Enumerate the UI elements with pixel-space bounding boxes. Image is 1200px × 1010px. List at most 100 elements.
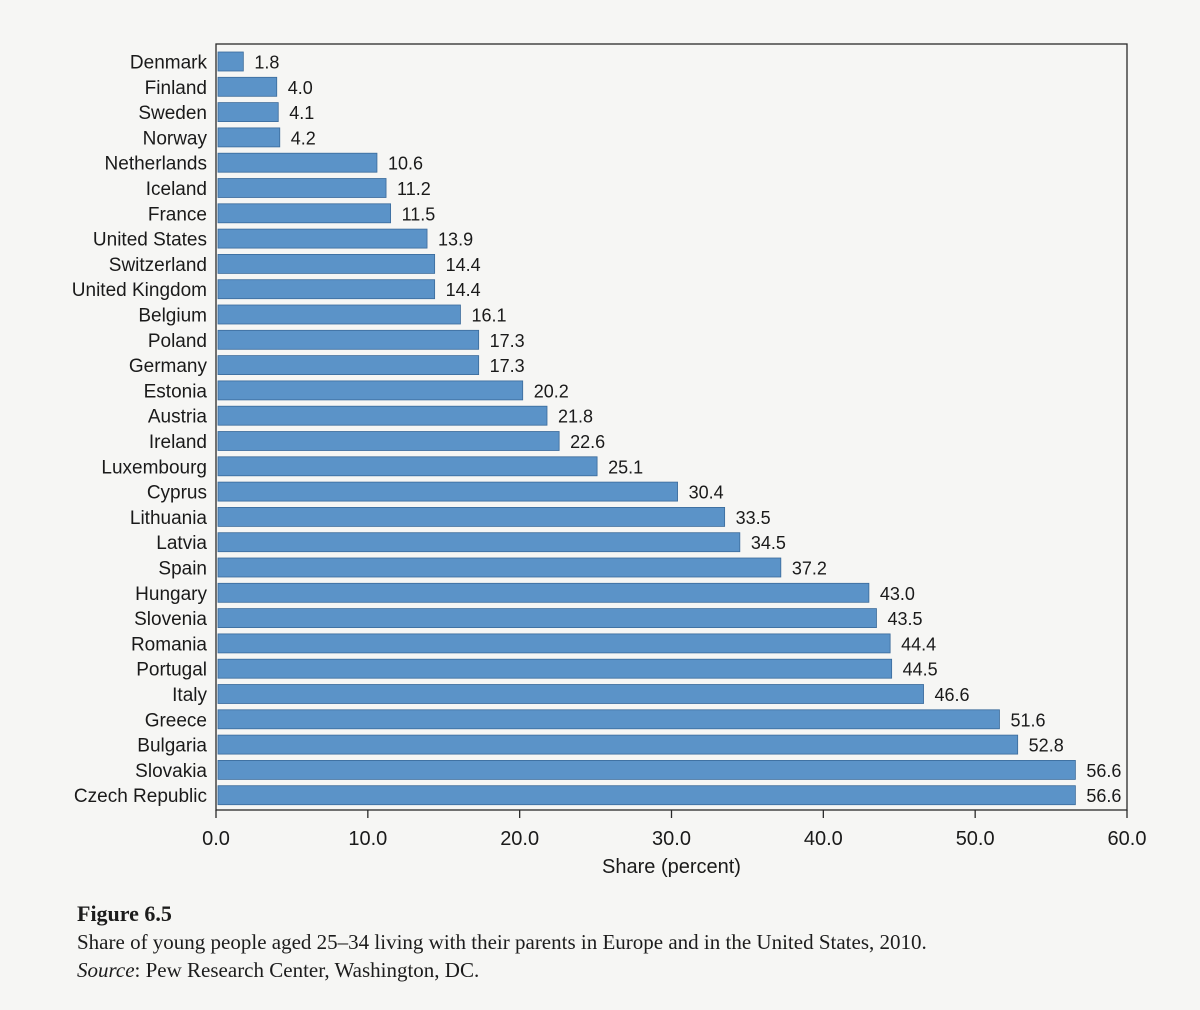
bar-value-label: 13.9: [438, 230, 473, 250]
bar-value-label: 17.3: [490, 331, 525, 351]
figure-source: Source: Pew Research Center, Washington,…: [77, 956, 1177, 984]
category-label: Bulgaria: [137, 736, 207, 757]
bar-value-label: 16.1: [471, 306, 506, 326]
bar-value-label: 11.2: [397, 179, 431, 199]
x-tick-label: 50.0: [956, 828, 995, 850]
x-axis-title: Share (percent): [602, 856, 741, 878]
bar-value-label: 56.6: [1086, 761, 1121, 781]
x-tick-label: 20.0: [500, 828, 539, 850]
bar: [217, 279, 436, 300]
bar: [217, 658, 893, 679]
category-label: Luxembourg: [101, 457, 207, 478]
bar-value-label: 30.4: [689, 483, 724, 503]
x-tick-label: 10.0: [348, 828, 387, 850]
bar: [217, 51, 244, 72]
source-text: : Pew Research Center, Washington, DC.: [134, 958, 480, 982]
bar: [217, 102, 279, 122]
bar-value-label: 22.6: [570, 432, 605, 452]
figure-description: Share of young people aged 25–34 living …: [77, 930, 927, 954]
category-label: Denmark: [130, 53, 208, 74]
category-label: Belgium: [138, 306, 207, 327]
bar-value-label: 10.6: [388, 154, 423, 174]
bar: [217, 304, 461, 325]
category-label: Estonia: [144, 381, 208, 402]
x-tick-label: 40.0: [804, 828, 843, 850]
bar: [217, 152, 378, 173]
bar-value-label: 14.4: [446, 255, 481, 275]
category-label: United States: [93, 230, 207, 251]
category-label: Switzerland: [109, 255, 207, 276]
category-labels-layer: Denmark Finland Sweden Norway Netherlands Ice…: [72, 53, 208, 808]
bar-value-label: 33.5: [736, 508, 771, 528]
category-label: Sweden: [138, 103, 207, 124]
bar-value-label: 4.0: [288, 78, 313, 98]
category-label: Germany: [129, 356, 208, 377]
category-label: Cyprus: [147, 483, 207, 504]
category-label: Hungary: [135, 584, 207, 605]
bar: [217, 431, 560, 451]
category-label: Norway: [143, 128, 208, 149]
x-tick-label: 30.0: [652, 828, 691, 850]
category-label: Spain: [158, 559, 207, 580]
category-label: France: [148, 204, 207, 225]
bar: [217, 785, 1076, 806]
category-label: Finland: [145, 78, 207, 99]
x-tick-label: 0.0: [202, 828, 230, 850]
category-label: Italy: [172, 685, 207, 706]
bar: [217, 506, 726, 527]
category-label: Czech Republic: [74, 786, 207, 807]
bar: [217, 355, 480, 376]
bar-value-label: 4.2: [291, 128, 316, 148]
bar: [217, 734, 1019, 755]
bar: [217, 405, 548, 426]
bar: [217, 228, 428, 249]
category-label: Iceland: [146, 179, 207, 200]
category-label: Netherlands: [105, 154, 207, 175]
category-label: Latvia: [156, 533, 207, 554]
bar-value-label: 46.6: [935, 685, 970, 705]
bar: [217, 380, 524, 401]
bar: [217, 608, 877, 628]
bar-value-label: 25.1: [608, 457, 643, 477]
bar-value-label: 51.6: [1010, 710, 1045, 730]
bar-value-label: 52.8: [1029, 736, 1064, 756]
figure-number: Figure 6.5: [77, 901, 172, 926]
figure-caption: Figure 6.5 Share of young people aged 25…: [77, 900, 1177, 984]
category-label: Slovakia: [135, 761, 207, 782]
category-label: Austria: [148, 407, 208, 428]
bar-value-label: 43.0: [880, 584, 915, 604]
axis-layer: 0.0 10.0 20.0 30.0 40.0 50.0 60.0 Share (percen…: [202, 43, 1147, 878]
bar: [217, 481, 678, 502]
bar: [217, 709, 1000, 730]
value-labels-layer: 1.8 4.0 4.1 4.2 10.6 11.2 11.513.9 14.4 14.4 16.1…: [254, 53, 1121, 807]
bar-value-label: 43.5: [887, 609, 922, 629]
bar-value-label: 20.2: [534, 381, 569, 401]
bar: [217, 532, 741, 553]
bar: [217, 253, 436, 274]
bar: [217, 76, 278, 97]
bar-value-label: 56.6: [1086, 786, 1121, 806]
x-tick-label: 60.0: [1108, 828, 1147, 850]
category-label: Slovenia: [134, 609, 207, 630]
bar-value-label: 14.4: [446, 280, 481, 300]
bar-value-label: 37.2: [792, 559, 827, 579]
category-label: Romania: [131, 634, 207, 655]
bar-value-label: 1.8: [254, 53, 279, 73]
bar-value-label: 4.1: [289, 103, 314, 123]
category-label: Ireland: [149, 432, 207, 453]
bar-value-label: 11.5: [402, 204, 436, 224]
bar-value-label: 44.5: [903, 660, 938, 680]
bars-layer: [217, 51, 1076, 806]
bar: [217, 684, 924, 704]
bar: [217, 582, 870, 603]
bar: [217, 633, 891, 654]
bar: [217, 456, 598, 477]
category-label: United Kingdom: [72, 280, 207, 301]
category-label: Poland: [148, 331, 207, 352]
bar: [217, 178, 387, 198]
category-label: Greece: [145, 710, 207, 731]
bar: [217, 127, 281, 148]
bar-chart: 1.8 4.0 4.1 4.2 10.6 11.2 11.513.9 14.4 14.4 16.1…: [72, 43, 1147, 878]
bar: [217, 760, 1076, 780]
